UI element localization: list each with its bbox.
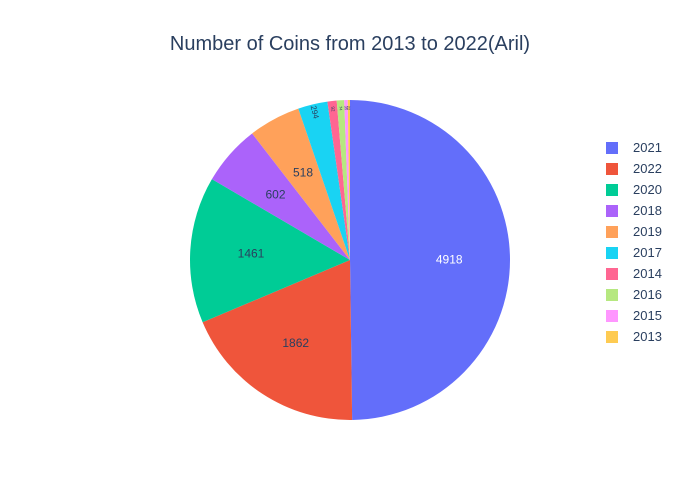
- legend-swatch: [606, 330, 618, 343]
- legend-swatch: [606, 246, 618, 259]
- slice-value-label-2019: 518: [293, 166, 313, 180]
- legend-swatch: [606, 309, 618, 322]
- legend-item-2018[interactable]: 2018: [606, 200, 696, 221]
- legend-item-2015[interactable]: 2015: [606, 305, 696, 326]
- legend-swatch: [606, 267, 618, 280]
- legend-label: 2022: [633, 161, 662, 176]
- legend-label: 2014: [633, 266, 662, 281]
- legend-item-2013[interactable]: 2013: [606, 326, 696, 347]
- legend-item-2019[interactable]: 2019: [606, 221, 696, 242]
- pie-slices: [190, 100, 511, 420]
- legend-label: 2020: [633, 182, 662, 197]
- pie-slice-2021[interactable]: [350, 100, 511, 420]
- slice-value-label-2022: 1862: [282, 336, 309, 350]
- pie-slice-2020[interactable]: [190, 179, 350, 323]
- legend-item-2016[interactable]: 2016: [606, 284, 696, 305]
- legend-label: 2019: [633, 224, 662, 239]
- legend-item-2020[interactable]: 2020: [606, 179, 696, 200]
- legend-item-2014[interactable]: 2014: [606, 263, 696, 284]
- slice-value-label-2020: 1461: [238, 247, 265, 261]
- legend-label: 2016: [633, 287, 662, 302]
- slice-value-label-2018: 602: [265, 188, 285, 202]
- slice-value-label-2014: 92: [330, 106, 336, 112]
- chart-title: Number of Coins from 2013 to 2022(Aril): [169, 33, 531, 55]
- legend-item-2022[interactable]: 2022: [606, 158, 696, 179]
- slice-value-label-2016: 74: [338, 106, 343, 112]
- slice-value-label-2015: 35: [344, 106, 349, 111]
- pie-slice-2016[interactable]: [336, 100, 350, 260]
- pie-slice-2013[interactable]: [347, 100, 350, 260]
- pie-slice-2015[interactable]: [344, 100, 350, 261]
- legend-label: 2018: [633, 203, 662, 218]
- legend: 2021 2022 2020 2018 2019 2017 2014 2016 2015 2013: [606, 137, 696, 347]
- legend-item-2017[interactable]: 2017: [606, 242, 696, 263]
- legend-swatch: [606, 183, 618, 196]
- legend-swatch: [606, 288, 618, 301]
- slice-value-label-2013: 22: [346, 106, 351, 111]
- legend-label: 2013: [633, 329, 662, 344]
- legend-label: 2017: [633, 245, 662, 260]
- legend-swatch: [606, 204, 618, 217]
- pie-slice-2019[interactable]: [252, 108, 350, 260]
- legend-item-2021[interactable]: 2021: [606, 137, 696, 158]
- legend-swatch: [606, 141, 618, 154]
- legend-swatch: [606, 225, 618, 238]
- legend-label: 2015: [633, 308, 662, 323]
- legend-swatch: [606, 162, 618, 175]
- pie-slice-2017[interactable]: [298, 101, 350, 260]
- slice-value-label-2021: 4918: [436, 252, 463, 266]
- pie-slice-2018[interactable]: [211, 133, 350, 260]
- legend-label: 2021: [633, 140, 662, 155]
- pie-slice-2014[interactable]: [327, 100, 350, 260]
- pie-slice-2022[interactable]: [202, 260, 353, 420]
- slice-value-label-2017: 294: [309, 105, 321, 121]
